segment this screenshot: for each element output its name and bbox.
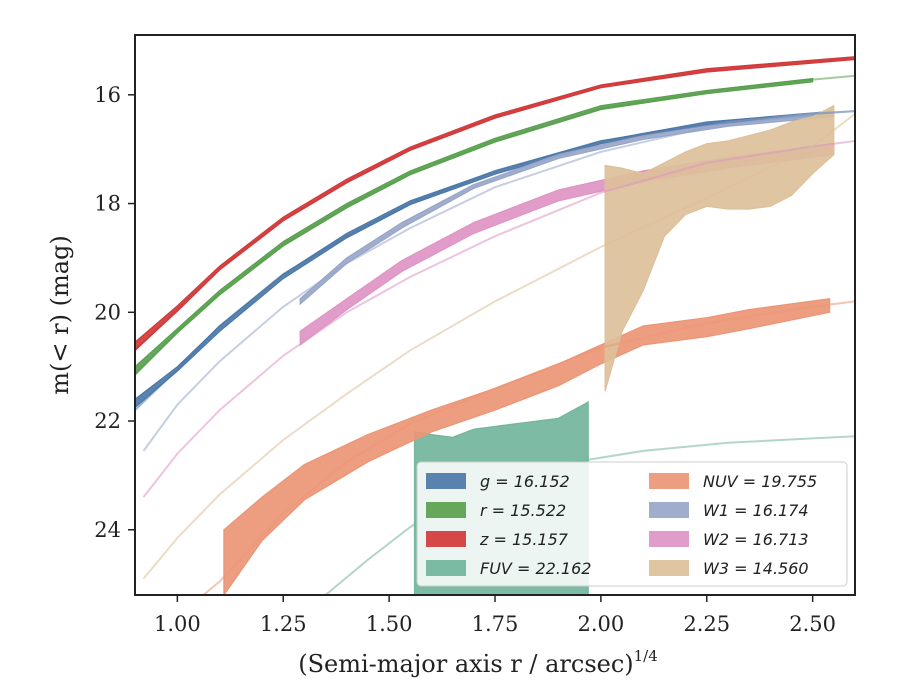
y-tick-label: 22 <box>94 409 121 433</box>
model-curve-g <box>135 110 855 411</box>
band-nuv <box>223 298 831 595</box>
legend-label: W2 = 16.713 <box>703 530 809 549</box>
model-curve-nuv <box>201 300 855 595</box>
x-tick-label: 1.25 <box>260 612 307 636</box>
legend-box <box>416 461 848 587</box>
model-curve-z <box>135 57 855 352</box>
legend-swatch <box>426 531 466 547</box>
legend-label: W1 = 16.174 <box>703 501 809 520</box>
y-axis-title: m(< r) (mag) <box>46 235 74 394</box>
x-tick-label: 2.00 <box>577 612 624 636</box>
legend-label: r = 15.522 <box>480 501 566 520</box>
legend-swatch <box>649 502 689 518</box>
x-tick-label: 1.00 <box>154 612 201 636</box>
x-tick-label: 2.25 <box>683 612 730 636</box>
axes: 1.00 1.25 1.50 1.75 2.00 2.25 2.50 16 18 20 22 24 <box>94 34 856 636</box>
legend-label: g = 16.152 <box>480 472 570 491</box>
legend-swatch <box>649 531 689 547</box>
legend-label: FUV = 22.162 <box>480 559 591 578</box>
band-w3 <box>604 104 835 392</box>
x-tick-label: 1.50 <box>366 612 413 636</box>
legend-swatch <box>649 473 689 489</box>
model-curve-w1 <box>142 110 855 452</box>
legend: g = 16.152 r = 15.522 z = 15.157 FUV = 22.1… <box>416 461 848 587</box>
x-axis-title: (Semi-major axis r / arcsec)1/4 <box>298 647 658 678</box>
legend-swatch <box>649 560 689 576</box>
model-curve-w2 <box>142 140 855 498</box>
legend-swatch <box>426 502 466 518</box>
y-tick-label: 24 <box>94 518 121 542</box>
legend-swatch <box>426 560 466 576</box>
legend-label: NUV = 19.755 <box>703 472 817 491</box>
band-r <box>135 77 814 376</box>
x-axis-title-superscript: 1/4 <box>634 647 658 665</box>
x-tick-label: 1.75 <box>472 612 519 636</box>
x-tick-label: 2.50 <box>789 612 836 636</box>
legend-swatch <box>426 473 466 489</box>
model-curve-w3 <box>142 113 855 580</box>
y-tick-label: 18 <box>94 192 121 216</box>
model-curve-r <box>135 74 855 376</box>
legend-label: z = 15.157 <box>479 530 569 549</box>
y-tick-label: 16 <box>94 83 121 107</box>
y-tick-label: 20 <box>94 300 121 324</box>
legend-label: W3 = 14.560 <box>703 559 809 578</box>
x-axis-title-main: (Semi-major axis r / arcsec) <box>298 650 633 678</box>
